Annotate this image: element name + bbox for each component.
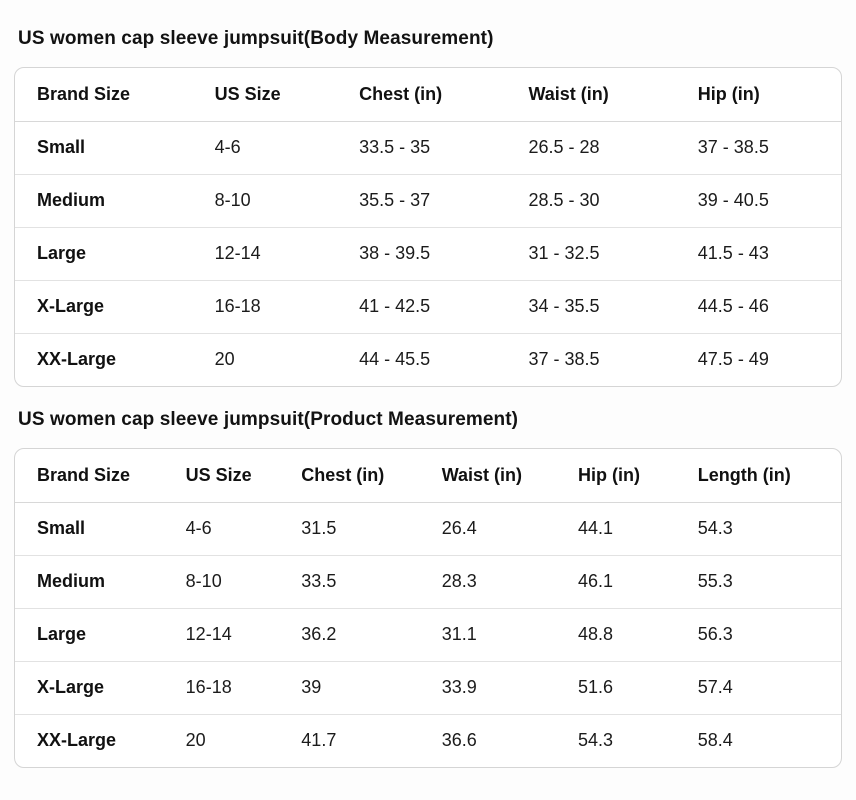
- row-label: Medium: [37, 571, 106, 591]
- cell-value: 38 - 39.5: [359, 243, 431, 263]
- cell-value: 33.5: [301, 571, 337, 591]
- cell-value: 54.3: [577, 730, 614, 751]
- row-label: Large: [37, 624, 87, 644]
- column-header: Brand Size: [15, 449, 164, 503]
- cell-value: 41 - 42.5: [359, 296, 431, 316]
- column-header: Waist (in): [419, 449, 556, 503]
- cell-value: 36.2: [301, 624, 337, 644]
- cell-value: 37 - 38.5: [697, 137, 769, 157]
- product-measurement-table-card: Brand Size US Size Chest (in) Waist (in) Hip…: [14, 448, 842, 768]
- column-header: Chest (in): [279, 449, 420, 503]
- cell-value: 51.6: [577, 677, 614, 697]
- cell-value: 16-18: [185, 677, 232, 697]
- column-header: Hip (in): [555, 449, 676, 503]
- row-label: Medium: [37, 190, 106, 210]
- body-measurement-section: US women cap sleeve jumpsuit(Body Measur…: [14, 28, 842, 387]
- cell-value: 35.5 - 37: [359, 190, 431, 210]
- cell-value: 12-14: [185, 624, 232, 644]
- cell-value: 20: [214, 349, 235, 370]
- cell-value: 20: [185, 730, 206, 751]
- cell-value: 41.7: [301, 730, 337, 751]
- table-row: Medium 8-10 33.5 28.3 46.1 55.3: [15, 555, 841, 608]
- row-label: Small: [37, 137, 86, 157]
- table-row: XX-Large 20 44 - 45.5 37 - 38.5 47.5 - 49: [15, 333, 841, 386]
- row-label: X-Large: [37, 677, 105, 697]
- product-measurement-section: US women cap sleeve jumpsuit(Product Mea…: [14, 409, 842, 768]
- column-header: Hip (in): [675, 68, 841, 122]
- table-row: Large 12-14 38 - 39.5 31 - 32.5 41.5 - 43: [15, 227, 841, 280]
- cell-value: 44.1: [577, 518, 614, 538]
- row-label: X-Large: [37, 296, 105, 316]
- cell-value: 39 - 40.5: [697, 190, 769, 210]
- cell-value: 41.5 - 43: [697, 243, 769, 263]
- cell-value: 31 - 32.5: [528, 243, 600, 263]
- table-row: Small 4-6 31.5 26.4 44.1 54.3: [15, 502, 841, 555]
- cell-value: 48.8: [577, 624, 614, 644]
- cell-value: 39: [301, 677, 322, 697]
- header-row: Brand Size US Size Chest (in) Waist (in) Hip…: [15, 449, 841, 503]
- cell-value: 4-6: [185, 518, 212, 538]
- cell-value: 26.5 - 28: [528, 137, 600, 157]
- cell-value: 33.5 - 35: [359, 137, 431, 157]
- cell-value: 46.1: [577, 571, 614, 591]
- row-label: Small: [37, 518, 86, 538]
- cell-value: 31.1: [441, 624, 477, 644]
- cell-value: 56.3: [697, 624, 733, 644]
- cell-value: 28.3: [441, 571, 477, 591]
- cell-value: 8-10: [185, 571, 222, 591]
- product-measurement-title: US women cap sleeve jumpsuit(Product Mea…: [18, 409, 519, 430]
- table-row: XX-Large 20 41.7 36.6 54.3 58.4: [15, 714, 841, 767]
- cell-value: 57.4: [697, 677, 733, 697]
- column-header: Brand Size: [15, 68, 193, 122]
- cell-value: 33.9: [441, 677, 477, 697]
- cell-value: 44.5 - 46: [697, 296, 769, 316]
- cell-value: 54.3: [697, 518, 733, 538]
- row-label: XX-Large: [37, 730, 117, 751]
- cell-value: 31.5: [301, 518, 337, 538]
- cell-value: 55.3: [697, 571, 733, 591]
- column-header: Waist (in): [506, 68, 676, 122]
- cell-value: 12-14: [214, 243, 261, 263]
- cell-value: 58.4: [697, 730, 733, 751]
- cell-value: 47.5 - 49: [697, 349, 769, 370]
- table-row: Large 12-14 36.2 31.1 48.8 56.3: [15, 608, 841, 661]
- header-row: Brand Size US Size Chest (in) Waist (in) Hip…: [15, 68, 841, 122]
- cell-value: 8-10: [214, 190, 251, 210]
- table-row: Medium 8-10 35.5 - 37 28.5 - 30 39 - 40.5: [15, 174, 841, 227]
- cell-value: 4-6: [214, 137, 241, 157]
- table-row: X-Large 16-18 39 33.9 51.6 57.4: [15, 661, 841, 714]
- cell-value: 28.5 - 30: [528, 190, 600, 210]
- cell-value: 34 - 35.5: [528, 296, 600, 316]
- cell-value: 26.4: [441, 518, 477, 538]
- column-header: Length (in): [675, 449, 841, 503]
- cell-value: 44 - 45.5: [359, 349, 431, 370]
- table-row: Small 4-6 33.5 - 35 26.5 - 28 37 - 38.5: [15, 121, 841, 174]
- body-measurement-table-card: Brand Size US Size Chest (in) Waist (in) Hip…: [14, 67, 842, 387]
- body-measurement-title: US women cap sleeve jumpsuit(Body Measur…: [18, 28, 494, 49]
- table-row: X-Large 16-18 41 - 42.5 34 - 35.5 44.5 - 46: [15, 280, 841, 333]
- cell-value: 36.6: [441, 730, 477, 751]
- cell-value: 16-18: [214, 296, 261, 316]
- body-measurement-table: Brand Size US Size Chest (in) Waist (in) Hip…: [15, 68, 841, 386]
- column-header: Chest (in): [337, 68, 507, 122]
- row-label: Large: [37, 243, 87, 263]
- column-header: US Size: [192, 68, 338, 122]
- row-label: XX-Large: [37, 349, 117, 370]
- column-header: US Size: [163, 449, 280, 503]
- product-measurement-table: Brand Size US Size Chest (in) Waist (in) Hip…: [15, 449, 841, 767]
- cell-value: 37 - 38.5: [528, 349, 600, 370]
